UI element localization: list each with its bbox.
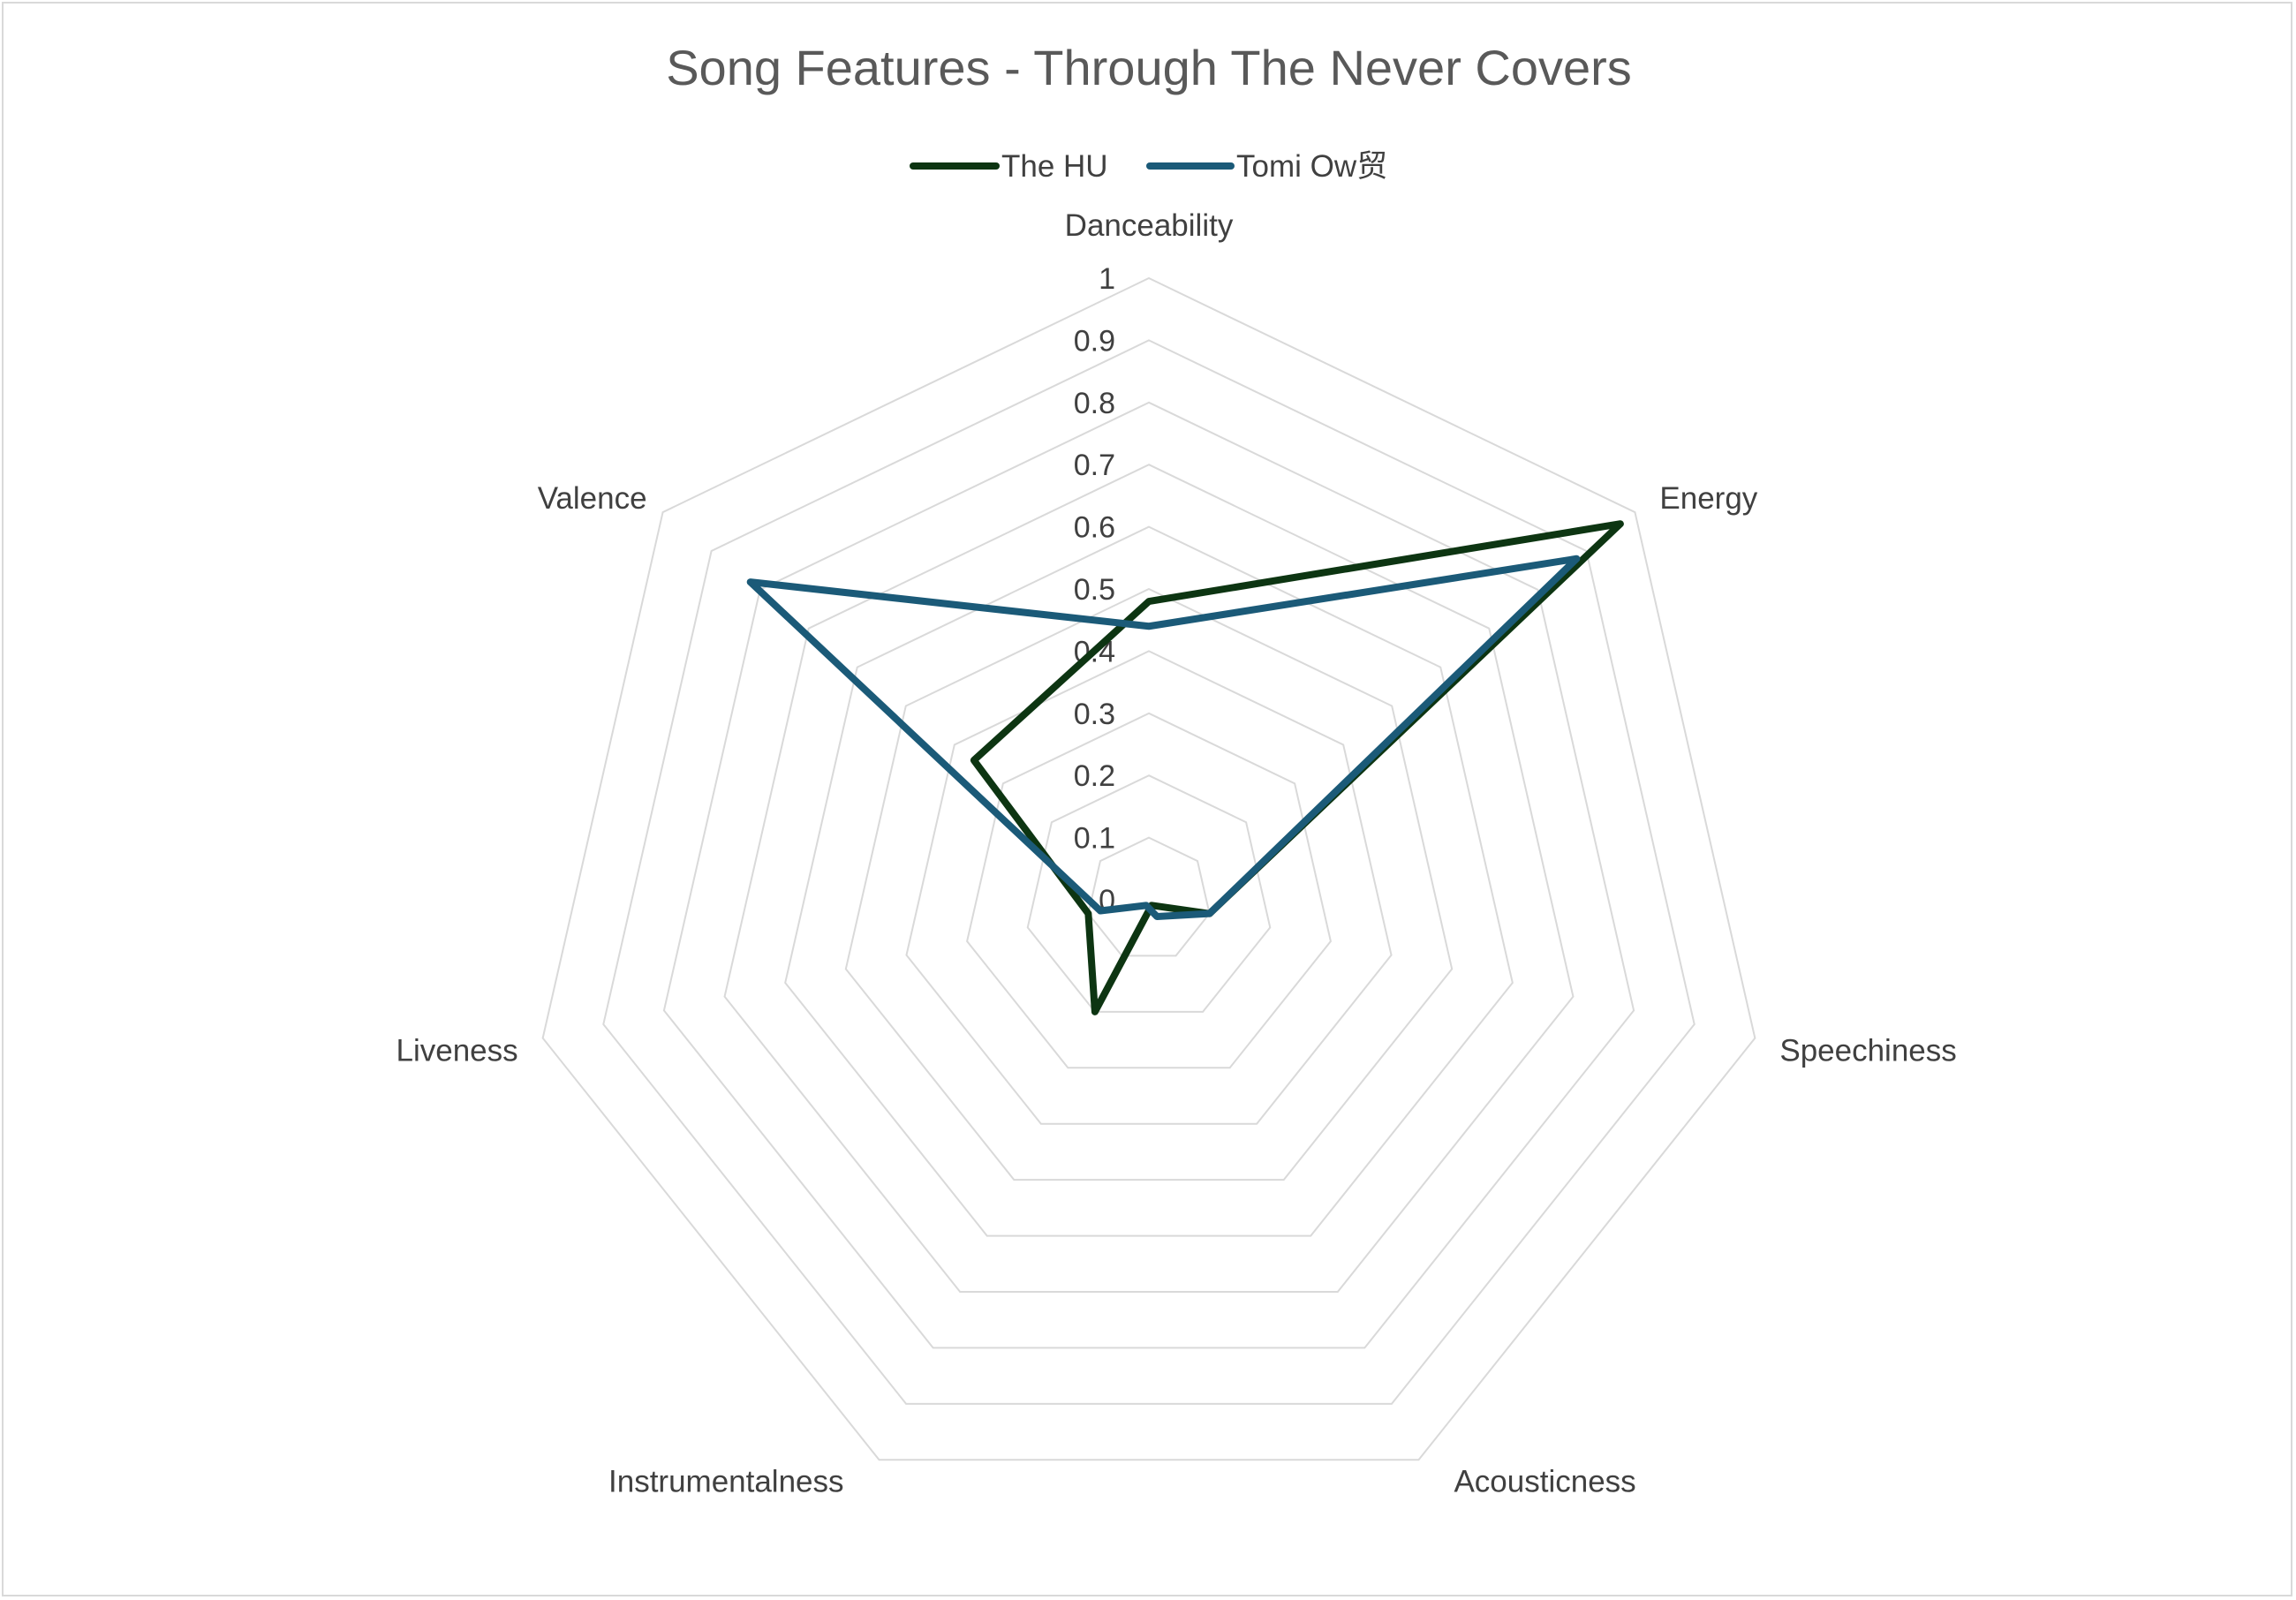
- grid-ring-1: [1087, 836, 1211, 957]
- tick-label: 1: [1099, 262, 1115, 296]
- series-line-tomi-ow: [746, 555, 1581, 921]
- radar-grid: [541, 276, 1756, 1461]
- grid-ring-5: [844, 587, 1454, 1181]
- grid-ring-10: [541, 276, 1756, 1461]
- chart-title: Song Features - Through The Never Covers: [666, 40, 1632, 95]
- axis-label-energy: Energy: [1659, 481, 1757, 516]
- tick-label: 0.6: [1074, 511, 1115, 545]
- grid-ring-6: [784, 525, 1514, 1237]
- legend-label-tomi-ow: Tomi Ow贸: [1236, 149, 1387, 184]
- tick-label: 0.3: [1074, 698, 1115, 731]
- series-line-the-hu: [970, 520, 1624, 1015]
- tick-label: 0.9: [1074, 324, 1115, 358]
- axis-label-valence: Valence: [538, 481, 647, 516]
- legend: The HU Tomi Ow贸: [910, 149, 1387, 184]
- tick-label: 0.8: [1074, 387, 1115, 420]
- tick-label: 0.7: [1074, 449, 1115, 482]
- grid-ring-9: [602, 339, 1696, 1405]
- grid-ring-7: [723, 464, 1575, 1293]
- axis-label-acousticness: Acousticness: [1454, 1464, 1635, 1498]
- grid-ring-3: [966, 712, 1332, 1069]
- tick-label: 0.1: [1074, 822, 1115, 856]
- axis-label-speechiness: Speechiness: [1779, 1034, 1956, 1068]
- series-lines: [746, 520, 1624, 1015]
- legend-label-the-hu: The HU: [1001, 149, 1108, 184]
- axis-label-instrumentalness: Instrumentalness: [608, 1464, 844, 1498]
- axis-label-liveness: Liveness: [397, 1034, 518, 1068]
- radar-chart: Song Features - Through The Never Covers…: [397, 40, 1957, 1498]
- axis-category-labels: Danceability Energy Speechiness Acousticnes…: [397, 208, 1957, 1498]
- radial-tick-labels: 00.10.20.30.40.50.60.70.80.91: [1074, 262, 1115, 917]
- grid-ring-2: [1026, 774, 1272, 1013]
- tick-label: 0.2: [1074, 759, 1115, 793]
- grid-ring-8: [662, 401, 1635, 1349]
- tick-label: 0.5: [1074, 573, 1115, 607]
- axis-label-danceability: Danceability: [1065, 208, 1234, 243]
